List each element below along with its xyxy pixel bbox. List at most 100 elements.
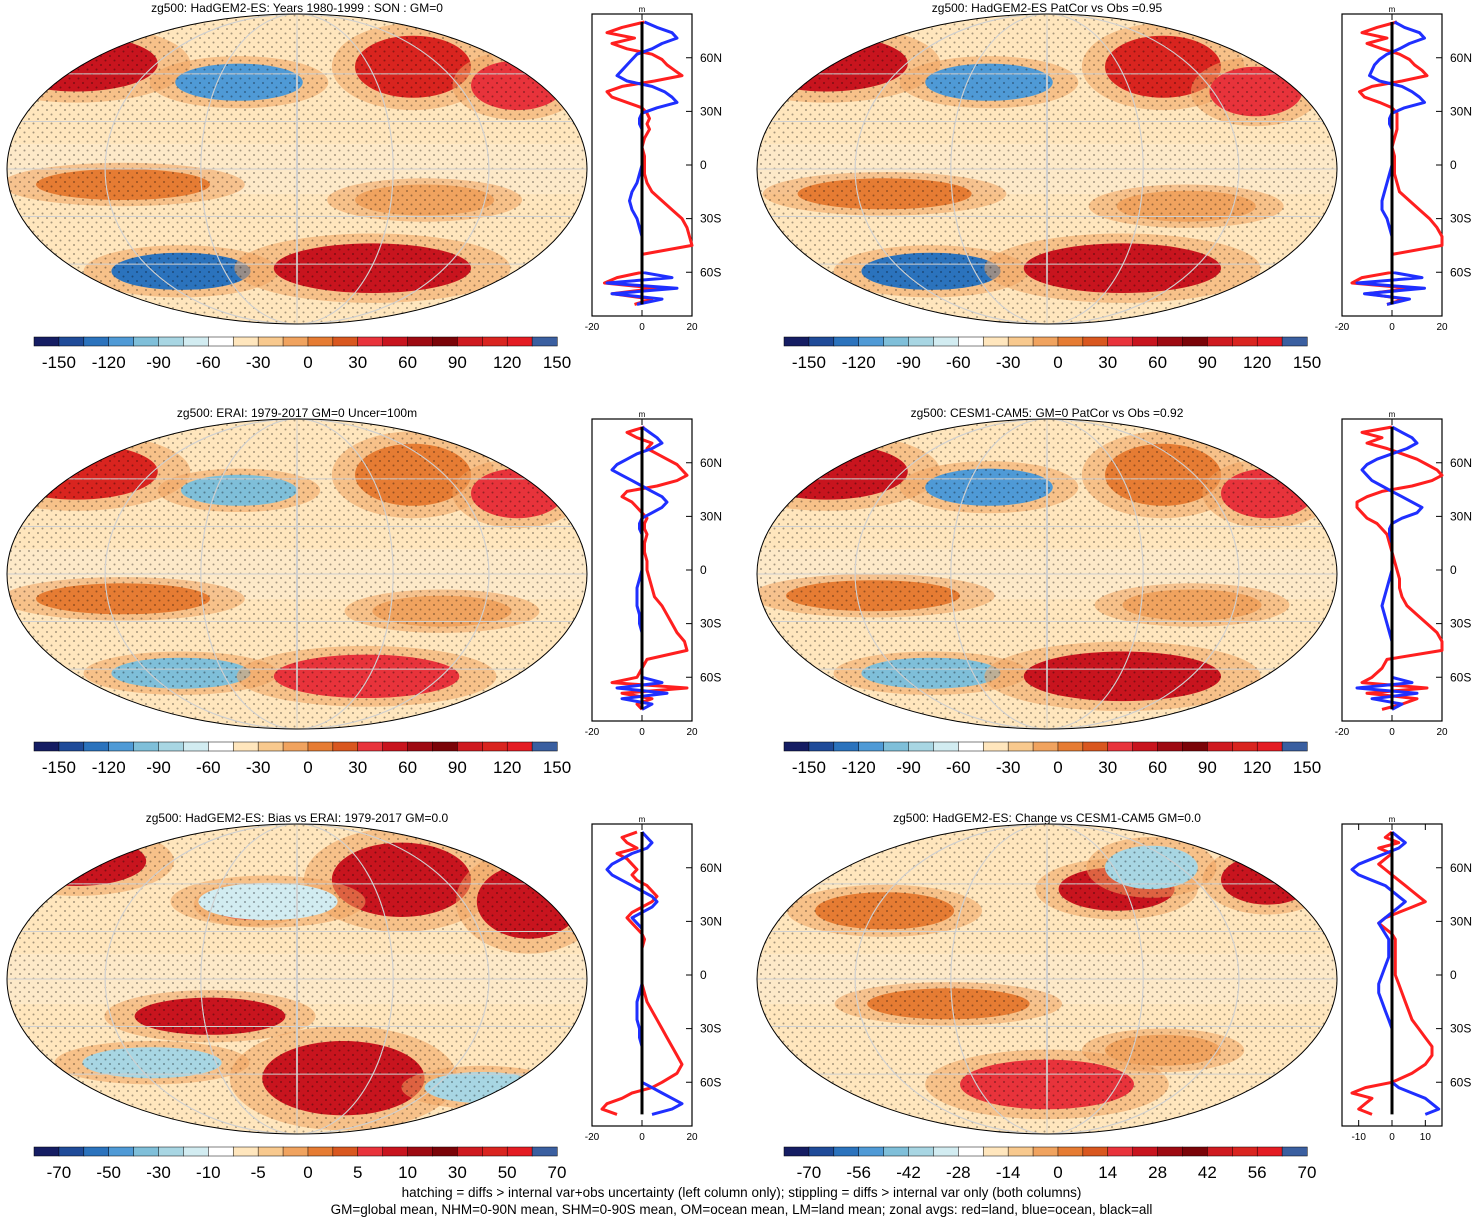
colorbar-swatch — [232, 336, 259, 347]
colorbar-swatch — [357, 741, 384, 752]
colorbar-tick-label: -150 — [42, 758, 76, 777]
colorbar-tick-label: -30 — [246, 353, 271, 372]
colorbar-swatch — [506, 741, 533, 752]
meridian-gridline — [296, 824, 298, 1134]
colorbar-tick-label: 90 — [448, 353, 467, 372]
profile-lat-label: 30S — [700, 212, 721, 226]
meridian-gridline — [1046, 14, 1048, 324]
colorbar-swatch — [531, 1146, 558, 1157]
profile-unit: m — [639, 410, 646, 419]
colorbar-tick-label: 30 — [348, 353, 367, 372]
colorbar-tick-label: 30 — [448, 1163, 467, 1182]
profile-xtick-label: 10 — [1420, 1132, 1432, 1143]
colorbar-swatch — [83, 1146, 110, 1157]
colorbar-swatch — [58, 741, 85, 752]
colorbar-swatch — [1281, 336, 1308, 347]
colorbar-tick-label: -60 — [196, 353, 221, 372]
colorbar-tick-label: -90 — [896, 353, 921, 372]
colorbar-swatch — [958, 1146, 984, 1157]
profile-xtick-label: 20 — [686, 727, 698, 738]
map-field — [757, 419, 1337, 729]
colorbar-swatch — [382, 336, 409, 347]
map-field — [7, 14, 587, 324]
colorbar-swatch — [307, 336, 334, 347]
colorbar-swatch — [1057, 741, 1084, 752]
colorbar-tick-label: 30 — [1098, 758, 1117, 777]
colorbar-swatch — [257, 1146, 284, 1157]
colorbar-tick-label: 60 — [398, 353, 417, 372]
colorbar-swatch — [1132, 336, 1159, 347]
colorbar-tick-label: 70 — [1298, 1163, 1317, 1182]
colorbar-tick-label: 50 — [498, 1163, 517, 1182]
colorbar-swatch — [257, 336, 284, 347]
map-border — [756, 823, 1338, 1135]
meridian-gridline — [104, 14, 490, 324]
colorbar-swatch — [1207, 336, 1233, 347]
profile-unit: m — [639, 815, 646, 824]
profile-lat-label: 60N — [1450, 456, 1472, 470]
colorbar-swatch — [808, 741, 835, 752]
colorbar-tick-label: -28 — [946, 1163, 971, 1182]
colorbar-swatch — [1132, 741, 1159, 752]
colorbar-swatch — [407, 336, 434, 347]
colorbar-swatch — [1007, 1146, 1034, 1157]
colorbar-swatch — [432, 1146, 458, 1157]
profile-lat-label: 0 — [700, 968, 707, 982]
colorbar-tick-label: -10 — [196, 1163, 221, 1182]
profile-xtick-label: -20 — [1335, 322, 1350, 333]
colorbar-swatch — [282, 336, 309, 347]
profile-lat-label: 60S — [1450, 265, 1471, 279]
colorbar-swatch — [506, 1146, 533, 1157]
colorbar-swatch — [332, 336, 359, 347]
profile-lat-label: 60N — [1450, 861, 1472, 875]
panel-title: zg500: ERAI: 1979-2017 GM=0 Uncer=100m — [177, 406, 417, 420]
colorbar-tick-label: 60 — [1148, 758, 1167, 777]
colorbar-swatch — [83, 336, 110, 347]
colorbar-swatch — [1082, 336, 1109, 347]
colorbar-swatch — [133, 1146, 160, 1157]
colorbar-swatch — [183, 336, 209, 347]
colorbar-swatch — [457, 336, 483, 347]
colorbar-swatch — [108, 741, 135, 752]
colorbar-tick-label: -30 — [146, 1163, 171, 1182]
colorbar-tick-label: 90 — [448, 758, 467, 777]
colorbar-tick-label: 120 — [1243, 758, 1271, 777]
colorbar-swatch — [531, 336, 558, 347]
footer-legend-note: GM=global mean, NHM=0-90N mean, SHM=0-90… — [330, 1202, 1153, 1217]
profile-lat-label: 30N — [1450, 104, 1472, 118]
colorbar-tick-label: 60 — [398, 758, 417, 777]
stippling — [7, 824, 587, 1134]
colorbar-tick-label: 0 — [303, 353, 312, 372]
meridian-gridline — [950, 419, 1144, 729]
colorbar-swatch — [382, 1146, 409, 1157]
profile-xtick-label: 0 — [1389, 1132, 1395, 1143]
profile-lat-label: 60N — [700, 861, 722, 875]
panel-title: zg500: HadGEM2-ES: Change vs CESM1-CAM5 … — [893, 811, 1201, 825]
colorbar-swatch — [183, 741, 209, 752]
profile-unit: m — [639, 5, 646, 14]
colorbar-tick-label: 30 — [1098, 353, 1117, 372]
colorbar-tick-label: -30 — [246, 758, 271, 777]
colorbar-tick-label: -14 — [996, 1163, 1021, 1182]
colorbar-swatch — [783, 1146, 810, 1157]
colorbar-tick-label: 150 — [543, 353, 571, 372]
colorbar-tick-label: 56 — [1248, 1163, 1267, 1182]
colorbar-swatch — [1082, 741, 1109, 752]
colorbar-tick-label: -120 — [842, 758, 876, 777]
colorbar-swatch — [457, 1146, 483, 1157]
colorbar-swatch — [307, 741, 334, 752]
colorbar-swatch — [1182, 1146, 1208, 1157]
colorbar-swatch — [1107, 741, 1134, 752]
colorbar-tick-label: -56 — [846, 1163, 871, 1182]
meridian-gridline — [104, 824, 490, 1134]
colorbar-tick-label: -30 — [996, 758, 1021, 777]
colorbar-tick-label: 42 — [1198, 1163, 1217, 1182]
profile-lat-label: 0 — [1450, 158, 1457, 172]
colorbar-swatch — [908, 336, 934, 347]
meridian-gridline — [296, 419, 298, 729]
profile-xtick-label: 0 — [1389, 727, 1395, 738]
colorbar-swatch — [858, 1146, 885, 1157]
profile-line-ocean — [1355, 425, 1424, 711]
panel-1: zg500: HadGEM2-ES: Years 1980-1999 : SON… — [6, 1, 722, 372]
profile-lat-label: 30S — [700, 1022, 721, 1036]
